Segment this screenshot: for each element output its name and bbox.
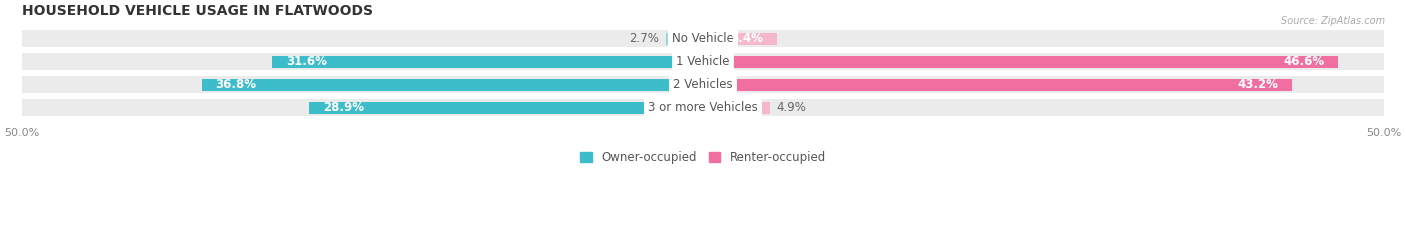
- Bar: [666, 33, 703, 45]
- Text: HOUSEHOLD VEHICLE USAGE IN FLATWOODS: HOUSEHOLD VEHICLE USAGE IN FLATWOODS: [21, 4, 373, 18]
- Bar: [703, 79, 1292, 91]
- Text: 1 Vehicle: 1 Vehicle: [676, 55, 730, 68]
- Text: 4.9%: 4.9%: [776, 101, 807, 114]
- Bar: [309, 102, 703, 114]
- Bar: [703, 56, 1339, 68]
- Text: Source: ZipAtlas.com: Source: ZipAtlas.com: [1281, 16, 1385, 26]
- Bar: [703, 102, 769, 114]
- Text: 43.2%: 43.2%: [1237, 78, 1278, 91]
- Bar: [703, 33, 776, 45]
- Bar: [21, 76, 1385, 93]
- Text: 28.9%: 28.9%: [323, 101, 364, 114]
- Text: 2 Vehicles: 2 Vehicles: [673, 78, 733, 91]
- Text: 3 or more Vehicles: 3 or more Vehicles: [648, 101, 758, 114]
- Text: 5.4%: 5.4%: [730, 32, 763, 45]
- Text: No Vehicle: No Vehicle: [672, 32, 734, 45]
- Bar: [201, 79, 703, 91]
- Bar: [21, 30, 1385, 47]
- Text: 36.8%: 36.8%: [215, 78, 256, 91]
- Legend: Owner-occupied, Renter-occupied: Owner-occupied, Renter-occupied: [575, 146, 831, 168]
- Bar: [21, 99, 1385, 116]
- Text: 2.7%: 2.7%: [630, 32, 659, 45]
- Bar: [273, 56, 703, 68]
- Bar: [21, 53, 1385, 70]
- Text: 46.6%: 46.6%: [1284, 55, 1324, 68]
- Text: 31.6%: 31.6%: [285, 55, 328, 68]
